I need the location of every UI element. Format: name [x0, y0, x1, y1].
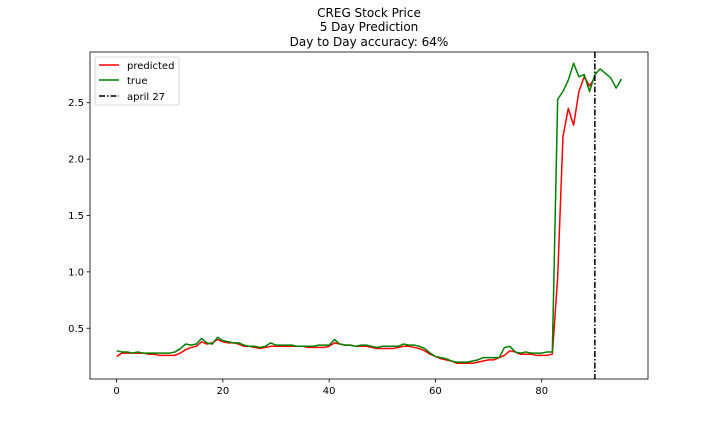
series-layer	[116, 52, 623, 379]
y-tick-label: 1.5	[68, 211, 84, 222]
y-tick-label: 2.0	[68, 155, 84, 166]
x-tick-label: 60	[429, 386, 442, 397]
x-tick-label: 20	[216, 386, 229, 397]
x-tick-label: 0	[113, 386, 119, 397]
y-axis: 0.5 1.0 1.5 2.0 2.5	[68, 98, 90, 335]
chart-title-line-3: Day to Day accuracy: 64%	[290, 35, 449, 49]
chart-title-line-1: CREG Stock Price	[317, 6, 421, 20]
y-tick-label: 2.5	[68, 98, 84, 109]
x-tick-label: 80	[535, 386, 548, 397]
y-tick-label: 0.5	[68, 324, 84, 335]
legend-box	[94, 56, 180, 106]
legend-label-true: true	[127, 76, 148, 87]
legend-label-april-27: april 27	[127, 92, 165, 103]
chart-title-line-2: 5 Day Prediction	[320, 20, 419, 34]
legend: predicted true april 27	[94, 56, 180, 106]
x-axis: 0 20 40 60 80	[113, 379, 548, 397]
legend-label-predicted: predicted	[127, 61, 174, 72]
series-line-true	[116, 62, 623, 363]
y-tick-label: 1.0	[68, 267, 84, 278]
x-tick-label: 40	[323, 386, 336, 397]
